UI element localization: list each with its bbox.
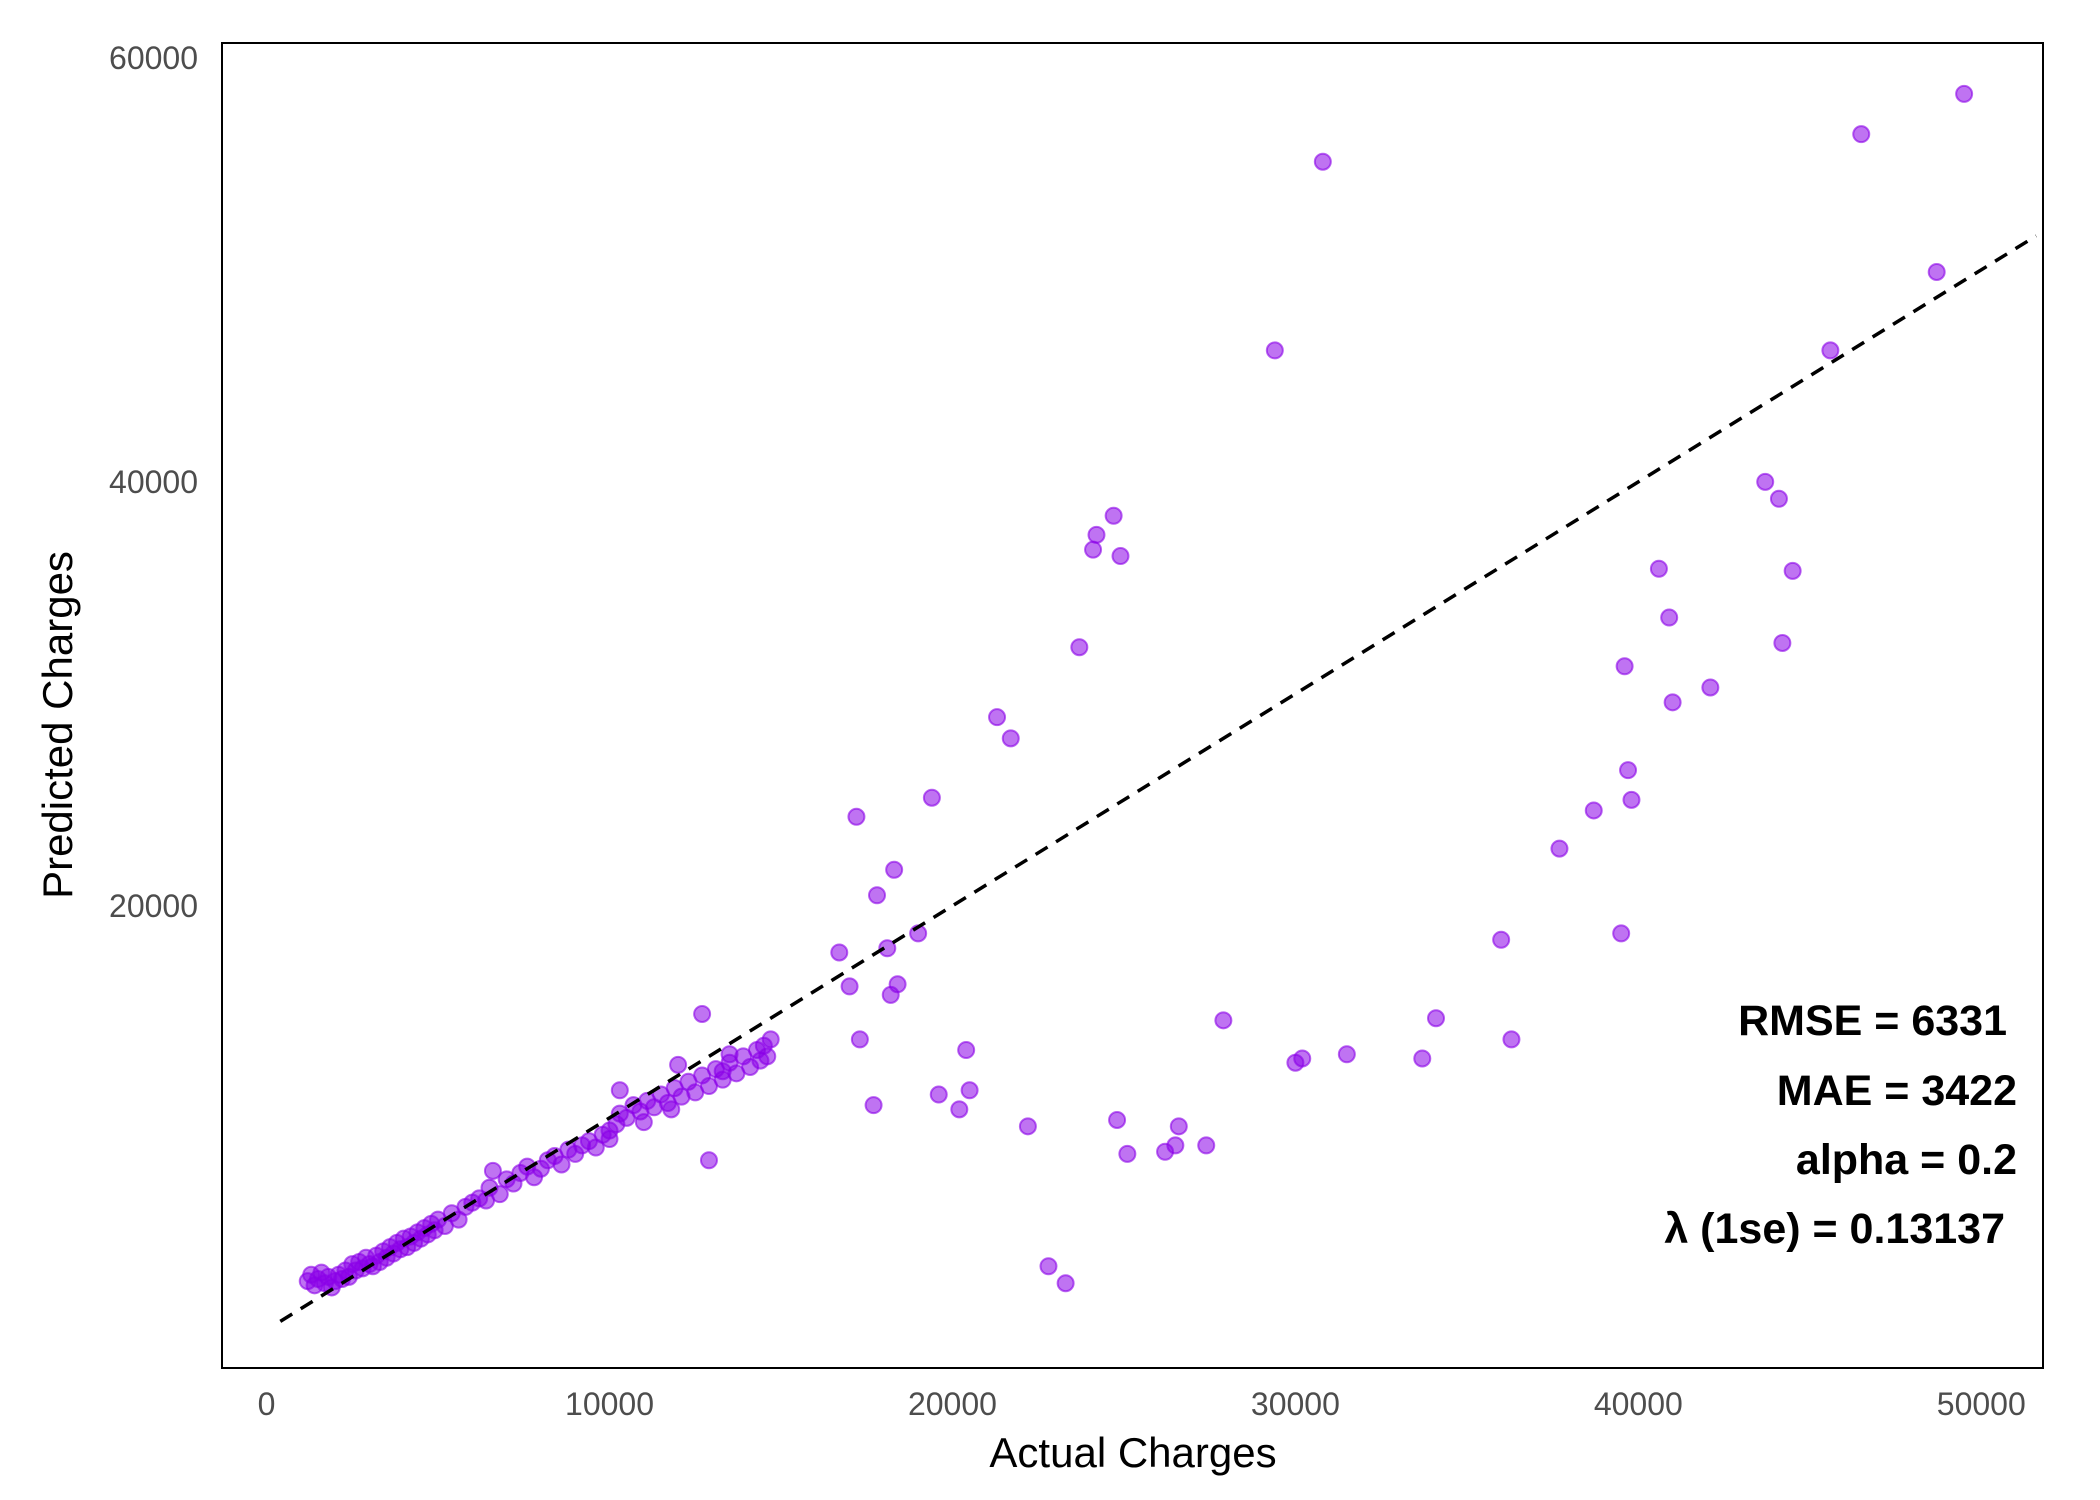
data-point [1773, 633, 1792, 652]
data-point [929, 1085, 948, 1104]
y-axis-title: Predicted Charges [34, 551, 81, 899]
data-point [1502, 1030, 1521, 1049]
data-point [1197, 1136, 1216, 1155]
data-point [1550, 839, 1569, 858]
data-point [1265, 341, 1284, 360]
x-tick-label: 20000 [908, 1386, 997, 1422]
data-point [1701, 678, 1720, 697]
data-point [1612, 924, 1631, 943]
x-tick-label: 0 [258, 1386, 276, 1422]
data-point [1087, 525, 1106, 544]
annotation-mae: MAE = 3422 [1777, 1067, 2017, 1115]
x-tick-label: 30000 [1251, 1386, 1340, 1422]
data-point [922, 788, 941, 807]
data-point [1070, 638, 1089, 657]
data-point [662, 1100, 681, 1119]
x-tick-label: 40000 [1594, 1386, 1683, 1422]
reference-line [279, 234, 2038, 1323]
plot-frame [221, 42, 2044, 1369]
data-point [1166, 1136, 1185, 1155]
data-point [600, 1130, 619, 1149]
data-point [1056, 1274, 1075, 1293]
data-point [988, 708, 1007, 727]
data-point [1756, 472, 1775, 491]
data-point [1783, 561, 1802, 580]
data-point [1660, 608, 1679, 627]
y-axis: 20000 40000 60000 [109, 40, 198, 924]
data-point [864, 1096, 883, 1115]
x-axis-title: Actual Charges [989, 1429, 1276, 1476]
data-point [950, 1100, 969, 1119]
data-point [960, 1081, 979, 1100]
y-tick-label: 40000 [109, 464, 198, 500]
data-point [1018, 1117, 1037, 1136]
data-point [1001, 729, 1020, 748]
data-point [761, 1030, 780, 1049]
data-point [1337, 1045, 1356, 1064]
y-tick-label: 60000 [109, 40, 198, 76]
data-point [1084, 540, 1103, 559]
points-layer [298, 84, 1974, 1297]
data-point [610, 1081, 629, 1100]
data-point [840, 977, 859, 996]
data-point [1111, 547, 1130, 566]
data-point [1619, 761, 1638, 780]
data-point [878, 939, 897, 958]
data-point [1584, 801, 1603, 820]
data-point [885, 860, 904, 879]
data-point [1622, 790, 1641, 809]
data-point [1852, 125, 1871, 144]
annotation-alpha: alpha = 0.2 [1796, 1136, 2017, 1184]
x-axis: 0 10000 20000 30000 40000 50000 [258, 1386, 2026, 1422]
data-point [720, 1045, 739, 1064]
data-point [957, 1041, 976, 1059]
data-point [693, 1004, 712, 1023]
data-point [713, 1062, 732, 1081]
data-point [1492, 930, 1511, 949]
data-point [1118, 1144, 1137, 1163]
data-point [1955, 84, 1974, 103]
data-point [1108, 1110, 1127, 1129]
data-point [850, 1030, 869, 1049]
data-point [1769, 489, 1788, 508]
data-point [847, 807, 866, 826]
annotation-rmse: RMSE = 6331 [1738, 997, 2007, 1045]
data-point [1214, 1011, 1233, 1030]
data-point [1293, 1049, 1312, 1068]
data-point [868, 886, 887, 905]
x-tick-label: 50000 [1937, 1386, 2026, 1422]
data-point [634, 1113, 653, 1132]
data-point [552, 1155, 571, 1174]
data-point [1663, 693, 1682, 712]
data-point [881, 985, 900, 1004]
x-tick-label: 10000 [565, 1386, 654, 1422]
data-point [1313, 152, 1332, 171]
data-point [1927, 262, 1946, 281]
data-point [1039, 1257, 1058, 1276]
data-point [669, 1055, 688, 1074]
data-point [699, 1151, 718, 1170]
annotation-lambda: λ (1se) = 0.13137 [1664, 1205, 2005, 1253]
data-point [830, 943, 849, 962]
y-tick-label: 20000 [109, 888, 198, 924]
data-point [1821, 341, 1840, 360]
data-point [1427, 1009, 1445, 1028]
data-point [1649, 559, 1668, 578]
data-point [1413, 1049, 1432, 1068]
data-point [483, 1161, 502, 1180]
data-point [758, 1047, 777, 1066]
data-point [1104, 506, 1123, 525]
data-point [1169, 1117, 1188, 1136]
data-point [1615, 657, 1634, 676]
